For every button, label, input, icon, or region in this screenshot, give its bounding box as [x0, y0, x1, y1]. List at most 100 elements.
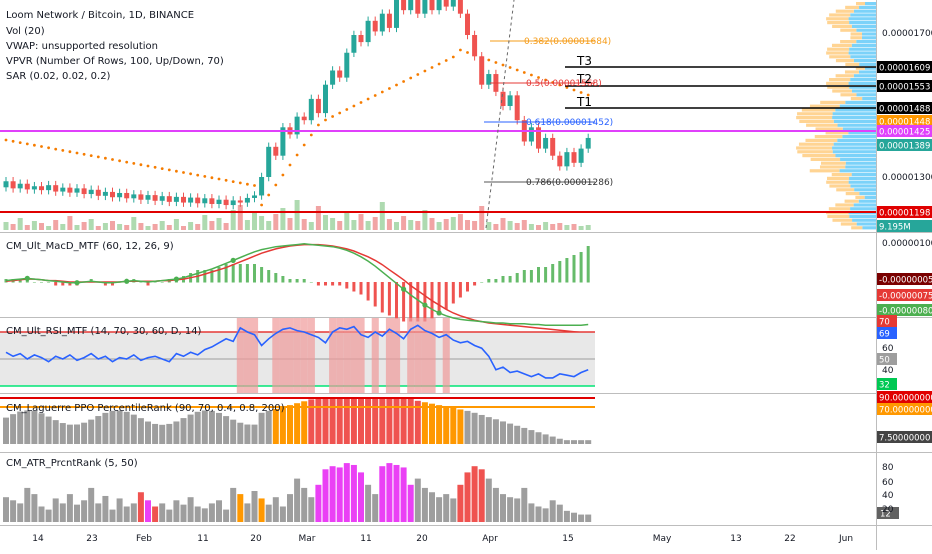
- fib-trend-line[interactable]: [485, 0, 515, 229]
- vpvr-row-down: [827, 214, 850, 218]
- rsi-zone: [286, 318, 294, 393]
- volume-bar: [102, 223, 108, 230]
- sar-dot: [395, 83, 398, 87]
- atr-bar: [350, 464, 357, 522]
- laguerre-bar: [173, 421, 180, 444]
- volume-bar: [543, 222, 549, 230]
- legend-vol[interactable]: Vol (20): [6, 26, 45, 37]
- laguerre-bar: [350, 398, 357, 444]
- macd-histogram-bar: [586, 246, 590, 283]
- macd-scale[interactable]: 0.00000100: [882, 239, 932, 249]
- laguerre-bar: [24, 410, 31, 444]
- sar-dot: [331, 115, 334, 118]
- time-axis[interactable]: 14 23 Feb 11 20 Mar 11 20 Apr 15 May 13 22 Jun: [32, 534, 853, 544]
- volume-bar: [465, 220, 470, 230]
- atr-bar: [343, 463, 350, 522]
- atr-label[interactable]: CM_ATR_PrcntRank (5, 50): [6, 458, 138, 469]
- laguerre-bar: [159, 424, 166, 444]
- candle: [39, 186, 44, 191]
- laguerre-bar: [258, 412, 265, 444]
- atr-bar: [429, 492, 435, 522]
- vpvr-row-up: [853, 74, 876, 78]
- time-axis-label: Feb: [136, 534, 152, 544]
- sar-dot: [522, 71, 526, 74]
- vpvr-row-down: [835, 9, 854, 13]
- vpvr-row-up: [837, 123, 876, 127]
- rsi-zone: [350, 318, 358, 393]
- sar-dot: [409, 76, 413, 80]
- volume-bar: [308, 222, 314, 230]
- macd-histogram-bar: [103, 282, 107, 286]
- vpvr-row-up: [853, 9, 876, 13]
- price-badge-label: 0.00001609: [879, 64, 930, 74]
- sar-dot: [501, 63, 505, 67]
- vpvr-row-down: [802, 154, 836, 158]
- volume-bar: [330, 218, 336, 230]
- candle: [166, 196, 172, 202]
- price-badge: [877, 102, 932, 114]
- macd-histogram-bar: [153, 282, 157, 283]
- sar-dot: [352, 104, 356, 108]
- macd-histogram-bar: [111, 282, 114, 286]
- rsi-tick-60: 60: [882, 344, 894, 354]
- vpvr-row-down: [797, 150, 833, 154]
- vpvr-row-down: [832, 89, 852, 93]
- atr-scale[interactable]: 80 60 40 20: [882, 463, 894, 515]
- rsi-label[interactable]: CM_Ult_RSI_MTF (14, 70, 30, 60, D, 14): [6, 326, 202, 337]
- volume-bar: [252, 212, 257, 230]
- volume-bar: [24, 225, 30, 230]
- volume-bar: [216, 218, 222, 230]
- rsi-scale[interactable]: 60 40: [882, 344, 894, 376]
- price-scale[interactable]: 0.00001700 0.00001300: [882, 29, 932, 183]
- candle: [422, 0, 428, 14]
- rsi-zone: [307, 318, 315, 393]
- laguerre-badge: [877, 431, 932, 443]
- laguerre-bar: [279, 407, 286, 444]
- macd-histogram-bar: [565, 258, 569, 283]
- legend-sar[interactable]: SAR (0.02, 0.02, 0.2): [6, 71, 111, 82]
- laguerre-label[interactable]: CM_Laguerre PPO PercentileRank (90, 70, …: [6, 403, 285, 414]
- price-badge: [877, 80, 932, 92]
- laguerre-bar: [17, 411, 24, 444]
- candle: [578, 148, 584, 163]
- macd-histogram-bar: [366, 282, 370, 301]
- legend-title[interactable]: Loom Network / Bitcoin, 1D, BINANCE: [6, 10, 194, 21]
- atr-bar: [52, 498, 59, 522]
- macd-label[interactable]: CM_Ult_MacD_MTF (60, 12, 26, 9): [6, 241, 174, 252]
- atr-bar: [308, 497, 315, 522]
- macd-histogram-bar: [32, 282, 36, 283]
- laguerre-bar: [443, 406, 450, 444]
- sar-dot: [111, 158, 114, 161]
- vpvr-row-up: [854, 188, 876, 192]
- sar-dot: [565, 86, 569, 89]
- atr-bar: [507, 497, 514, 522]
- vpvr-row-up: [845, 165, 876, 169]
- sar-dot: [537, 76, 540, 79]
- macd-histogram-bar: [579, 252, 583, 283]
- macd-histogram-bar: [54, 282, 58, 286]
- vpvr-row-down: [810, 157, 841, 161]
- laguerre-bar: [329, 398, 336, 444]
- macd-badge-label: -0.00000080: [879, 307, 932, 317]
- legend-vwap[interactable]: VWAP: unsupported resolution: [6, 41, 158, 52]
- sar-dot: [345, 108, 349, 111]
- volume-bar: [81, 222, 87, 230]
- candle: [372, 20, 378, 32]
- vpvr-row-up: [848, 131, 876, 135]
- laguerre-bar: [542, 434, 549, 444]
- rsi-line: [5, 324, 589, 379]
- vpvr-row-up: [856, 93, 876, 97]
- atr-bar: [443, 494, 450, 522]
- t1-label: T1: [576, 95, 592, 109]
- volume-bar: [124, 225, 130, 230]
- volume-bar: [173, 219, 179, 230]
- laguerre-bar: [52, 420, 59, 444]
- atr-bar: [471, 466, 478, 522]
- legend-vpvr[interactable]: VPVR (Number Of Rows, 100, Up/Down, 70): [6, 56, 224, 67]
- sar-dot: [558, 83, 562, 87]
- laguerre-bar: [528, 430, 535, 444]
- volume-bar: [351, 220, 357, 230]
- macd-histogram-bar: [487, 279, 491, 283]
